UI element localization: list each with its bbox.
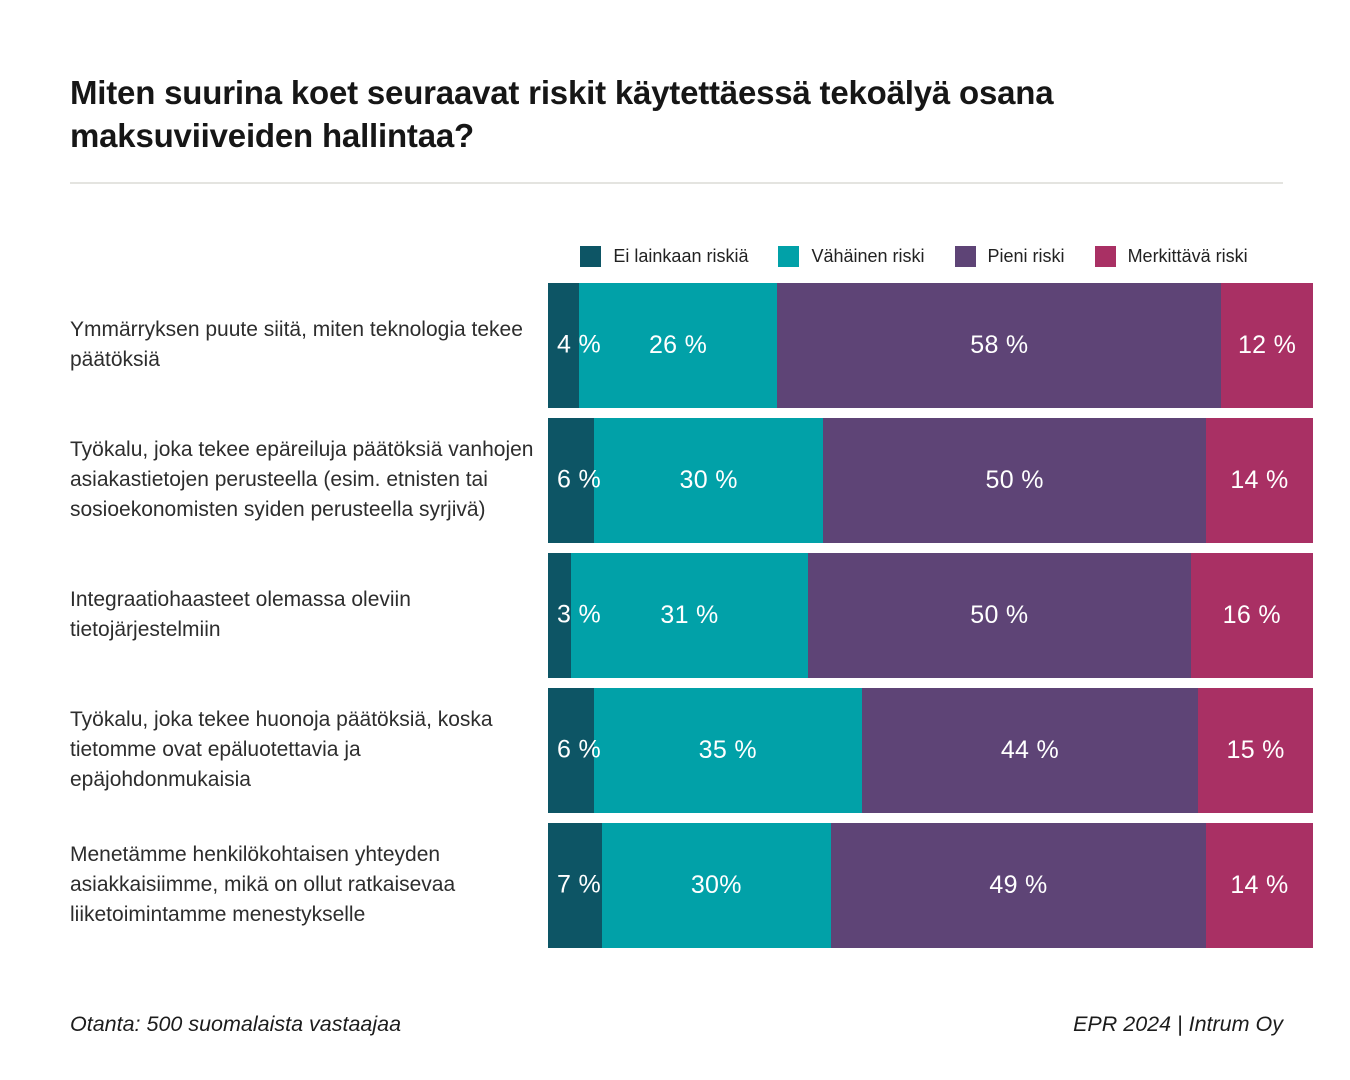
bar-segment-v-h-inen-riski: 26 % bbox=[578, 282, 778, 408]
bar-segment-ei-lainkaan-riski-: 4 % bbox=[548, 282, 601, 408]
segment-value-label: 15 % bbox=[1226, 735, 1285, 764]
stacked-bar: 3 % 31 % 50 % 16 % bbox=[548, 552, 1313, 678]
segment-value-label: 3 % bbox=[557, 600, 601, 629]
category-label: Työkalu, joka tekee huonoja päätöksiä, k… bbox=[70, 708, 493, 792]
bar-segment-pieni-riski: 50 % bbox=[808, 552, 1191, 678]
segment-value-label: 7 % bbox=[557, 870, 601, 899]
bar-segment-merkitt-v-riski: 14 % bbox=[1205, 822, 1313, 948]
bar-segment-pieni-riski: 50 % bbox=[823, 417, 1206, 543]
segment-value-label: 44 % bbox=[1000, 735, 1060, 764]
segment-value-label: 31 % bbox=[660, 600, 719, 629]
stacked-bar-chart: Ymmärryksen puute siitä, miten teknologi… bbox=[70, 282, 1313, 948]
legend-row: Ei lainkaan riskiä Vähäinen riski Pieni ri… bbox=[70, 246, 1280, 268]
legend: Ei lainkaan riskiä Vähäinen riski Pieni ri… bbox=[548, 246, 1280, 268]
bar-segment-ei-lainkaan-riski-: 7 % bbox=[548, 822, 602, 948]
segment-value-label: 6 % bbox=[557, 465, 601, 494]
stacked-bar: 4 % 26 % 58 % 12 % bbox=[548, 282, 1313, 408]
segment-value-label: 6 % bbox=[557, 735, 601, 764]
bar-segment-pieni-riski: 58 % bbox=[777, 282, 1222, 408]
stacked-bar: 6 % 35 % 44 % 15 % bbox=[548, 687, 1313, 813]
segment-value-label: 50 % bbox=[970, 600, 1029, 629]
legend-item-2: Pieni riski bbox=[954, 246, 1065, 268]
segment-value-label: 30 % bbox=[679, 465, 738, 494]
chart-row-0: Ymmärryksen puute siitä, miten teknologi… bbox=[70, 282, 1313, 408]
segment-value-label: 49 % bbox=[989, 870, 1048, 899]
bar-segment-merkitt-v-riski: 16 % bbox=[1190, 552, 1313, 678]
legend-item-3: Merkittävä riski bbox=[1094, 246, 1248, 268]
sample-size-note: Otanta: 500 suomalaista vastaajaa bbox=[70, 1011, 402, 1036]
bar-segment-v-h-inen-riski: 35 % bbox=[593, 687, 862, 813]
segment-value-label: 50 % bbox=[985, 465, 1044, 494]
segment-value-label: 26 % bbox=[648, 330, 708, 359]
bar-segment-v-h-inen-riski: 30 % bbox=[593, 417, 824, 543]
legend-swatch-icon bbox=[1094, 246, 1116, 268]
bar-segment-merkitt-v-riski: 12 % bbox=[1221, 282, 1313, 408]
footer: Otanta: 500 suomalaista vastaajaa EPR 20… bbox=[70, 1012, 1283, 1037]
legend-swatch-icon bbox=[580, 246, 602, 268]
stacked-bar: 7 % 30% 49 % 14 % bbox=[548, 822, 1313, 948]
legend-label: Merkittävä riski bbox=[1127, 246, 1248, 267]
stacked-bar: 6 % 30 % 50 % 14 % bbox=[548, 417, 1313, 543]
segment-value-label: 12 % bbox=[1237, 330, 1297, 359]
category-label: Ymmärryksen puute siitä, miten teknologi… bbox=[70, 318, 523, 372]
category-label: Menetämme henkilökohtaisen yhteyden asia… bbox=[70, 843, 456, 927]
legend-label: Ei lainkaan riskiä bbox=[613, 246, 749, 267]
bar-segment-pieni-riski: 44 % bbox=[861, 687, 1199, 813]
infographic-page: Miten suurina koet seuraavat riskit käyt… bbox=[70, 74, 1313, 1037]
segment-value-label: 16 % bbox=[1222, 600, 1281, 629]
bar-segment-ei-lainkaan-riski-: 3 % bbox=[548, 552, 601, 678]
segment-value-label: 14 % bbox=[1230, 870, 1289, 899]
chart-row-1: Työkalu, joka tekee epäreiluja päätöksiä… bbox=[70, 417, 1313, 543]
legend-item-0: Ei lainkaan riskiä bbox=[580, 246, 749, 268]
legend-swatch-icon bbox=[778, 246, 800, 268]
segment-value-label: 4 % bbox=[557, 330, 601, 359]
legend-swatch-icon bbox=[954, 246, 976, 268]
source-note: EPR 2024 | Intrum Oy bbox=[1073, 1011, 1283, 1036]
title-divider bbox=[70, 181, 1283, 184]
bar-segment-merkitt-v-riski: 14 % bbox=[1205, 417, 1313, 543]
segment-value-label: 35 % bbox=[698, 735, 757, 764]
legend-label: Pieni riski bbox=[987, 246, 1065, 267]
category-label: Työkalu, joka tekee epäreiluja päätöksiä… bbox=[70, 438, 534, 522]
chart-row-4: Menetämme henkilökohtaisen yhteyden asia… bbox=[70, 822, 1313, 948]
legend-label: Vähäinen riski bbox=[811, 246, 925, 267]
category-label: Integraatiohaasteet olemassa oleviin tie… bbox=[70, 588, 411, 642]
legend-item-1: Vähäinen riski bbox=[778, 246, 925, 268]
bar-segment-pieni-riski: 49 % bbox=[831, 822, 1206, 948]
bar-segment-ei-lainkaan-riski-: 6 % bbox=[548, 687, 601, 813]
segment-value-label: 30% bbox=[690, 870, 742, 899]
page-title: Miten suurina koet seuraavat riskit käyt… bbox=[70, 74, 1054, 154]
chart-row-2: Integraatiohaasteet olemassa oleviin tie… bbox=[70, 552, 1313, 678]
segment-value-label: 58 % bbox=[970, 330, 1029, 359]
bar-segment-merkitt-v-riski: 15 % bbox=[1198, 687, 1313, 813]
segment-value-label: 14 % bbox=[1230, 465, 1289, 494]
bar-segment-v-h-inen-riski: 30% bbox=[601, 822, 832, 948]
bar-segment-v-h-inen-riski: 31 % bbox=[570, 552, 809, 678]
chart-row-3: Työkalu, joka tekee huonoja päätöksiä, k… bbox=[70, 687, 1313, 813]
bar-segment-ei-lainkaan-riski-: 6 % bbox=[548, 417, 601, 543]
